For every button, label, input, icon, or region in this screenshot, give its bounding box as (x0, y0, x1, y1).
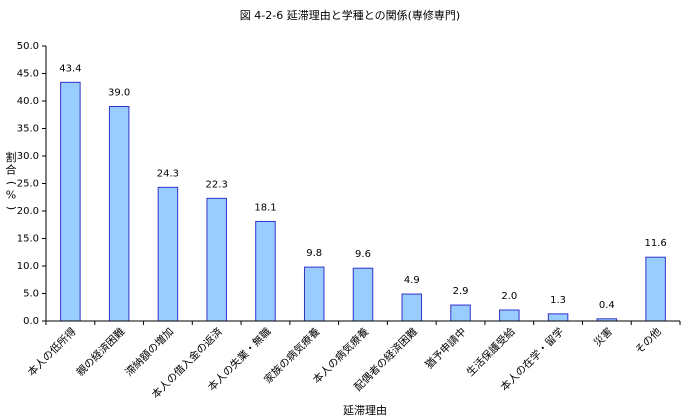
bar (157, 186, 179, 322)
y-tick-label: 35.0 (17, 124, 39, 135)
bars (60, 81, 666, 322)
bar (60, 81, 81, 322)
bar (303, 266, 325, 322)
y-axis-title-char: ( (5, 181, 18, 185)
y-tick-label: 25.0 (17, 179, 39, 190)
data-label: 1.3 (550, 295, 566, 306)
x-tick-label: その他 (632, 325, 664, 357)
y-tick-label: 10.0 (17, 261, 39, 272)
bar (547, 313, 569, 322)
y-axis-title: 割合 (%) (5, 150, 18, 210)
chart-title: 図 4-2-6 延滞理由と学種との関係(専修専門) (240, 8, 460, 22)
y-axis-title-char: 合 (6, 163, 17, 177)
bar (450, 304, 471, 322)
bar (206, 197, 227, 322)
x-tick-label: 災害 (591, 325, 615, 349)
y-tick-label: 30.0 (17, 151, 39, 162)
axes (45, 46, 680, 322)
data-label: 24.3 (157, 168, 179, 179)
data-label: 39.0 (108, 88, 130, 99)
bar (108, 106, 130, 322)
y-tick-label: 5.0 (23, 289, 39, 300)
y-tick-label: 20.0 (17, 206, 39, 217)
y-tick-label: 40.0 (17, 96, 39, 107)
x-tick-label: 生活保護受給 (464, 325, 518, 379)
data-label: 2.9 (453, 286, 469, 297)
bar (352, 267, 374, 322)
bar (499, 309, 520, 322)
data-label: 43.4 (59, 63, 81, 74)
data-label: 2.0 (501, 291, 517, 302)
data-labels: 43.4 39.0 24.3 22.3 18.1 9.8 9.6 4.9 2.9 2.0 1.3 0.… (59, 63, 666, 310)
x-tick-label: 猶予申請中 (422, 325, 468, 371)
data-label: 4.9 (404, 275, 420, 286)
y-axis-title-char: % (6, 189, 16, 202)
y-tick-label: 50.0 (17, 41, 39, 52)
x-axis-title: 延滞理由 (343, 403, 387, 417)
data-label: 9.6 (355, 249, 371, 260)
y-axis-title-char: ) (5, 206, 18, 210)
bar (401, 293, 423, 322)
data-label: 9.8 (306, 248, 322, 259)
x-axis-ticks: 本人の低所得親の経済困難滞納額の増加本人の借入金の返済本人の失業・無職家族の病気… (25, 321, 681, 401)
x-tick-label: 本人の低所得 (25, 325, 79, 379)
y-tick-label: 15.0 (17, 234, 39, 245)
x-tick-label: 滞納額の増加 (122, 325, 176, 379)
data-label: 0.4 (599, 300, 615, 311)
bar (255, 220, 276, 322)
y-tick-label: 45.0 (17, 69, 39, 80)
data-label: 18.1 (254, 202, 276, 213)
data-label: 22.3 (206, 179, 228, 190)
bar (645, 256, 666, 322)
y-tick-label: 0.0 (23, 316, 39, 327)
x-tick-label: 親の経済困難 (74, 325, 128, 379)
y-axis-ticks: 0.0 5.0 10.0 15.0 20.0 25.0 30.0 35.0 40.0 45.0 50… (17, 41, 46, 327)
y-axis-title-char: 割 (6, 150, 17, 164)
data-label: 11.6 (644, 238, 666, 249)
